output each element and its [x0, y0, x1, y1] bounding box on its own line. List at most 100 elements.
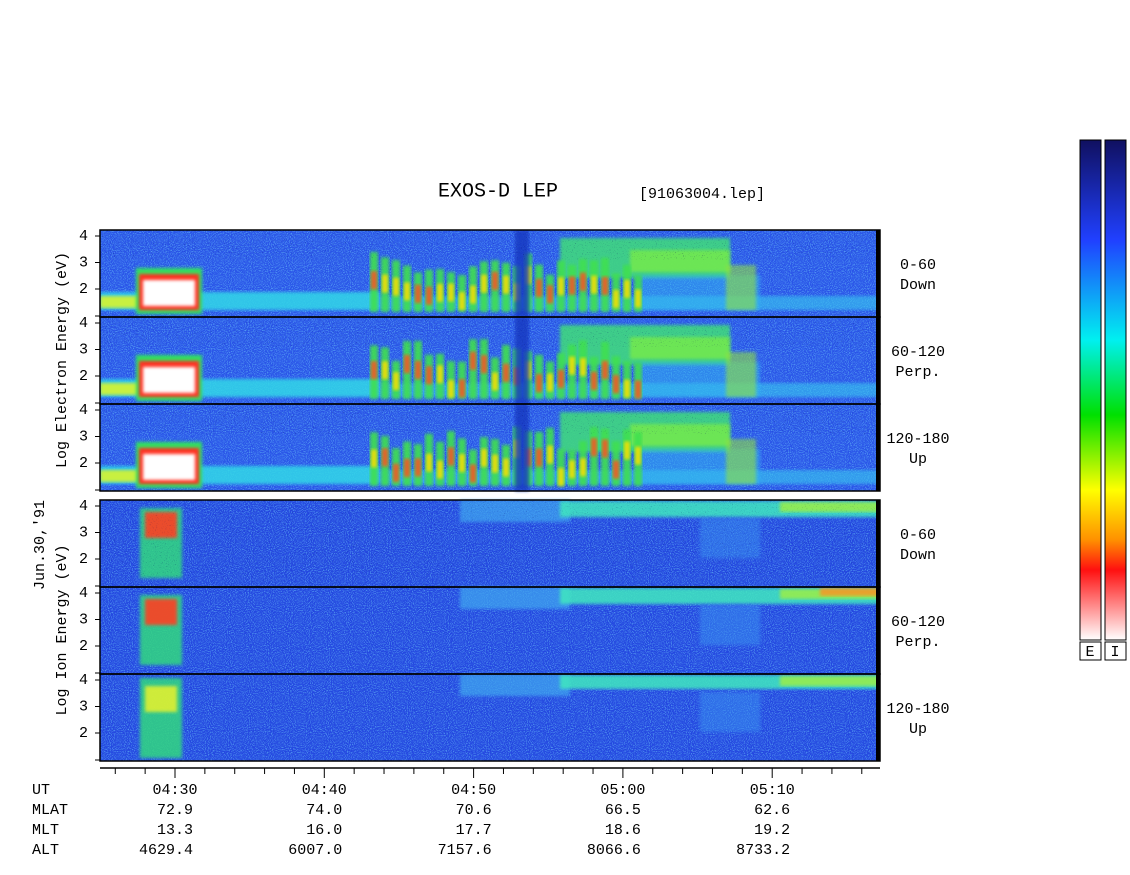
ion-axis-label: Log Ion Energy (eV) — [54, 544, 71, 715]
spectrum-patch — [591, 371, 597, 390]
row-label: UT — [32, 782, 50, 799]
spectrum-patch — [426, 286, 432, 305]
spectrum-patch — [726, 352, 756, 397]
panel-dark-noise — [100, 500, 880, 587]
panel-edge — [876, 674, 880, 761]
spectrum-patch — [590, 426, 598, 486]
title: EXOS-D LEP — [438, 180, 558, 203]
spectrum-patch — [481, 448, 487, 467]
spectrum-patch — [536, 448, 542, 467]
spectrum-patch — [100, 296, 142, 308]
panel-edge — [876, 404, 880, 491]
date-label: Jun.30,'91 — [32, 500, 49, 590]
spectrum-patch — [393, 372, 399, 391]
spectrum-patch — [143, 367, 195, 393]
spectrum-patch — [557, 448, 565, 486]
time-label: 04:30 — [152, 782, 197, 799]
spectrum-patch — [143, 454, 195, 480]
y-tick-label: 4 — [79, 585, 88, 602]
spectrum-patch — [503, 458, 509, 477]
spectrum-patch — [382, 448, 388, 467]
ephemeris-value: 62.6 — [754, 802, 790, 819]
ephemeris-value: 17.7 — [456, 822, 492, 839]
panel-angle: 0-60 — [900, 257, 936, 274]
spectrum-patch — [613, 375, 619, 394]
panel-direction: Up — [909, 451, 927, 468]
spectrum-patch — [700, 605, 760, 645]
y-tick-label: 4 — [79, 498, 88, 515]
y-tick-label: 4 — [79, 402, 88, 419]
colorbar-label: I — [1110, 644, 1119, 661]
y-tick-label: 2 — [79, 725, 88, 742]
ephemeris-value: 72.9 — [157, 802, 193, 819]
spectrum-patch — [536, 374, 542, 393]
colorbar-e — [1079, 139, 1102, 641]
spectrum-patch — [580, 272, 586, 291]
spectrum-patch — [481, 355, 487, 374]
spectrum-patch — [569, 276, 575, 295]
spectrum-patch — [569, 460, 575, 479]
spectrum-patch — [558, 467, 564, 486]
y-tick-label: 2 — [79, 368, 88, 385]
y-tick-label: 3 — [79, 341, 88, 358]
time-label: 05:00 — [600, 782, 645, 799]
spectrum-patch — [580, 458, 586, 477]
spectrum-patch — [371, 271, 377, 290]
spectrum-patch — [492, 271, 498, 290]
panel-direction: Down — [900, 547, 936, 564]
ephemeris-value: 6007.0 — [288, 842, 342, 859]
panel-angle: 120-180 — [886, 431, 949, 448]
ephemeris-value: 7157.6 — [438, 842, 492, 859]
ephemeris-value: 4629.4 — [139, 842, 193, 859]
electron-axis-label: Log Electron Energy (eV) — [54, 252, 71, 468]
spectrum-patch — [547, 445, 553, 464]
spectrum-patch — [459, 291, 465, 310]
panel-edge — [876, 317, 880, 404]
spectrum-patch — [613, 460, 619, 479]
spectrum-patch — [558, 369, 564, 388]
y-tick-label: 2 — [79, 638, 88, 655]
panel-edge — [876, 587, 880, 674]
row-label: MLT — [32, 822, 59, 839]
y-tick-label: 3 — [79, 524, 88, 541]
spectrum-patch — [448, 380, 454, 399]
ephemeris-value: 16.0 — [306, 822, 342, 839]
y-tick-label: 2 — [79, 455, 88, 472]
panel-angle: 120-180 — [886, 701, 949, 718]
ephemeris-value: 66.5 — [605, 802, 641, 819]
spectrum-patch — [558, 277, 564, 296]
spectrum-patch — [591, 275, 597, 294]
file-name: [91063004.lep] — [639, 186, 765, 203]
spectrum-patch — [602, 276, 608, 295]
spectrum-patch — [591, 438, 597, 457]
panel-direction: Perp. — [895, 364, 940, 381]
spectrum-patch — [613, 289, 619, 308]
spectrum-patch — [426, 366, 432, 385]
spectrum-patch — [780, 676, 880, 686]
spectrum-patch — [624, 441, 630, 460]
spectrum-patch — [393, 277, 399, 296]
colorbar-i-box — [1104, 641, 1127, 661]
spectrum-patch — [460, 587, 570, 609]
spectrogram — [100, 230, 880, 761]
spectrum-patch — [547, 285, 553, 304]
spectrum-patch — [426, 453, 432, 472]
spectrum-patch — [145, 599, 177, 625]
spectrum-patch — [371, 361, 377, 380]
y-tick-label: 2 — [79, 281, 88, 298]
spectrum-patch — [481, 274, 487, 293]
spectrum-patch — [624, 379, 630, 398]
y-tick-label: 2 — [79, 551, 88, 568]
spectrum-patch — [404, 458, 410, 477]
panel-dark-noise — [100, 404, 880, 434]
spectrum-patch — [635, 289, 641, 308]
ephemeris-value: 18.6 — [605, 822, 641, 839]
spectrum-patch — [503, 275, 509, 294]
spectrum-patch — [547, 373, 553, 392]
spectrum-patch — [602, 439, 608, 458]
spectrum-patch — [459, 379, 465, 398]
spectrum-patch — [460, 674, 570, 696]
y-tick-label: 3 — [79, 254, 88, 271]
spectrum-patch — [470, 285, 476, 304]
